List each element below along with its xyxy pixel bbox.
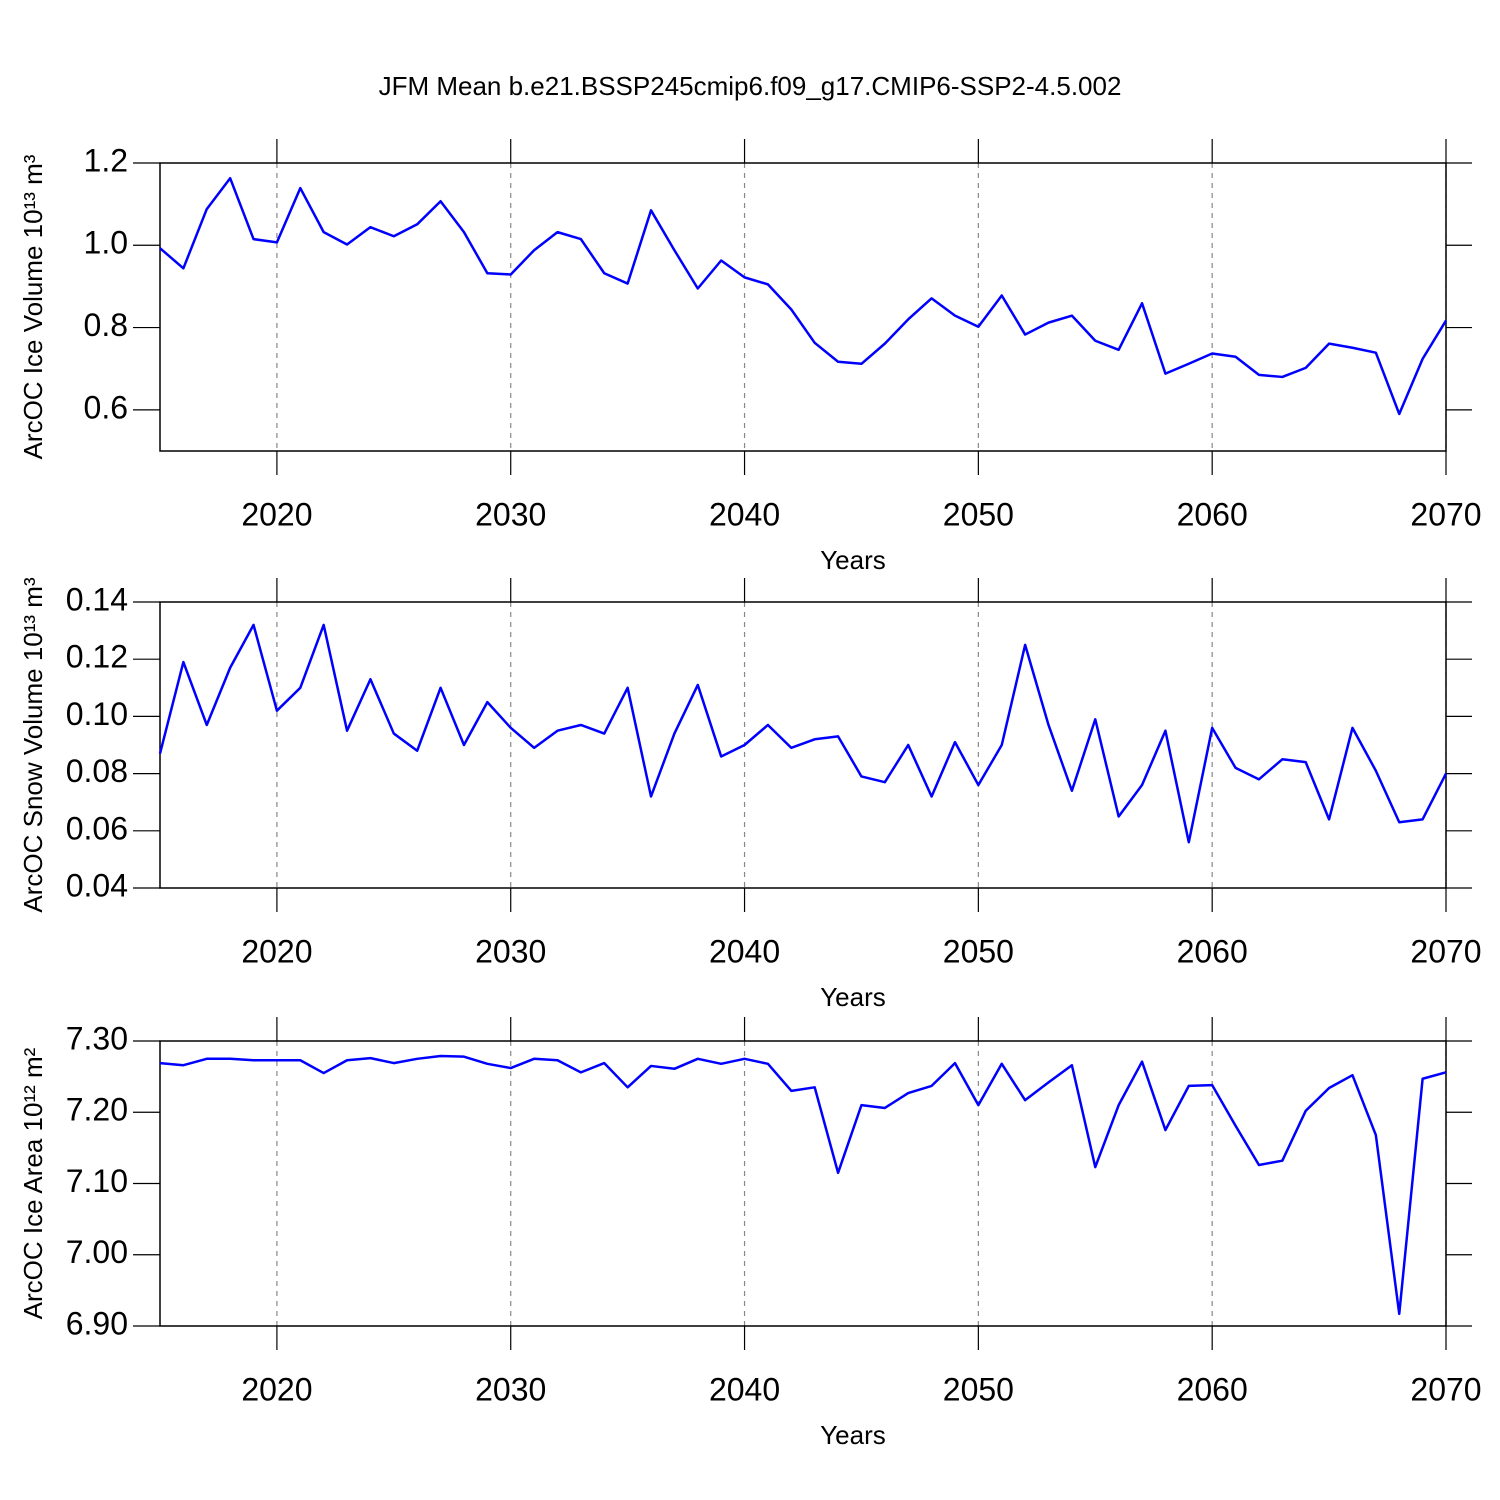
y-tick-label: 0.06 bbox=[66, 810, 128, 846]
x-tick-label: 2020 bbox=[241, 496, 312, 532]
x-tick-label: 2070 bbox=[1410, 933, 1481, 969]
x-tick-label: 2040 bbox=[709, 1371, 780, 1407]
x-tick-label: 2040 bbox=[709, 933, 780, 969]
plot-frame bbox=[159, 1040, 1447, 1327]
y-tick-label: 0.04 bbox=[66, 867, 128, 903]
y-tick-label: 0.8 bbox=[84, 307, 128, 343]
panel: 2020 2030 2040 2050 2060 2070 0.04 0.06 0.08 0.10… bbox=[18, 577, 1482, 1012]
chart-title: JFM Mean b.e21.BSSP245cmip6.f09_g17.CMIP… bbox=[379, 71, 1122, 101]
x-tick-label: 2020 bbox=[241, 933, 312, 969]
panel: 2020 2030 2040 2050 2060 2070 0.6 0.8 1.0 1.2 Year… bbox=[18, 139, 1482, 575]
x-tick-label: 2050 bbox=[943, 496, 1014, 532]
y-tick-label: 7.30 bbox=[66, 1020, 128, 1056]
y-axis-title: ArcOC Snow Volume 10¹³ m³ bbox=[18, 577, 48, 913]
data-line bbox=[159, 1054, 1447, 1316]
x-axis-title: Years bbox=[820, 1420, 886, 1450]
x-tick-label: 2060 bbox=[1177, 933, 1248, 969]
x-tick-label: 2020 bbox=[241, 1371, 312, 1407]
y-tick-label: 7.00 bbox=[66, 1234, 128, 1270]
x-tick-label: 2060 bbox=[1177, 1371, 1248, 1407]
x-axis-title: Years bbox=[820, 982, 886, 1012]
x-tick-label: 2060 bbox=[1177, 496, 1248, 532]
y-tick-label: 0.6 bbox=[84, 389, 128, 425]
y-tick-label: 0.12 bbox=[66, 639, 128, 675]
data-line bbox=[158, 623, 1448, 844]
y-axis-title: ArcOC Ice Volume 10¹³ m³ bbox=[18, 154, 48, 459]
x-tick-label: 2070 bbox=[1410, 1371, 1481, 1407]
y-tick-label: 7.10 bbox=[66, 1163, 128, 1199]
x-tick-label: 2030 bbox=[475, 933, 546, 969]
y-axis-title: ArcOC Ice Area 10¹² m² bbox=[18, 1047, 48, 1319]
y-tick-label: 0.10 bbox=[66, 696, 128, 732]
x-axis-title: Years bbox=[820, 545, 886, 575]
x-tick-label: 2040 bbox=[709, 496, 780, 532]
y-tick-label: 0.14 bbox=[66, 581, 128, 617]
y-tick-label: 1.0 bbox=[84, 225, 128, 261]
x-tick-label: 2050 bbox=[943, 933, 1014, 969]
data-line bbox=[159, 176, 1448, 416]
y-tick-label: 7.20 bbox=[66, 1092, 128, 1128]
y-tick-label: 6.90 bbox=[66, 1305, 128, 1341]
y-tick-label: 0.08 bbox=[66, 753, 128, 789]
x-tick-label: 2070 bbox=[1410, 496, 1481, 532]
x-tick-label: 2050 bbox=[943, 1371, 1014, 1407]
x-tick-label: 2030 bbox=[475, 496, 546, 532]
panel: 2020 2030 2040 2050 2060 2070 6.90 7.00 7.10 7.20… bbox=[18, 1017, 1482, 1450]
plot-frame bbox=[159, 162, 1447, 452]
y-tick-label: 1.2 bbox=[84, 142, 128, 178]
plot-frame bbox=[159, 601, 1447, 889]
x-tick-label: 2030 bbox=[475, 1371, 546, 1407]
